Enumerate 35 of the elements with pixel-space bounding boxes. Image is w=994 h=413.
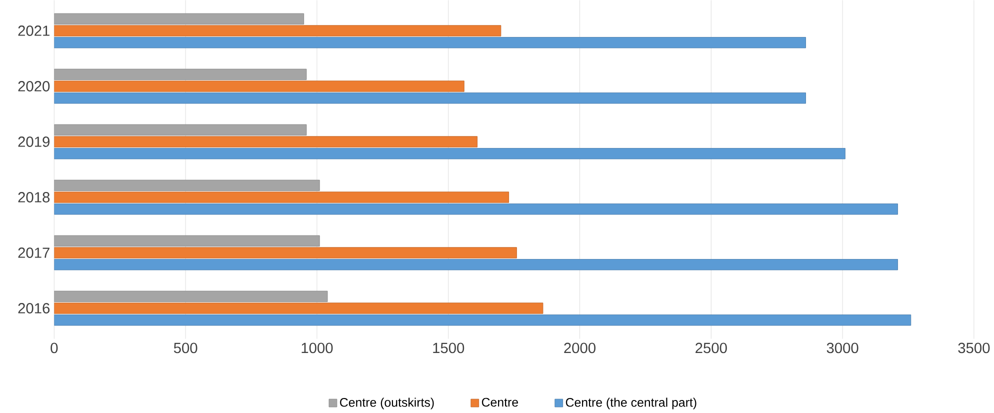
bar	[54, 68, 307, 80]
bar	[54, 25, 502, 36]
bar	[54, 148, 846, 160]
bar	[54, 259, 898, 270]
bar	[54, 124, 307, 136]
x-tick-label: 3000	[826, 342, 858, 354]
bar	[54, 235, 320, 247]
x-tick-label: 2500	[696, 342, 727, 354]
bar	[54, 92, 806, 104]
y-tick-label: 2020	[18, 81, 50, 92]
bar	[54, 290, 328, 302]
bar	[54, 37, 806, 48]
bar	[54, 192, 510, 203]
bar	[54, 302, 544, 314]
bar	[54, 314, 912, 326]
x-tick-label: 2000	[564, 342, 596, 354]
y-tick-label: 2019	[18, 136, 50, 147]
bar	[54, 180, 320, 192]
legend-label: Centre (outskirts)	[340, 398, 434, 410]
x-tick-label: 0	[50, 342, 58, 354]
x-tick-label: 1500	[433, 342, 464, 354]
legend-label: Centre (the central part)	[566, 398, 696, 410]
bar	[54, 80, 464, 92]
x-tick-label: 500	[174, 342, 198, 354]
bar	[54, 136, 478, 148]
y-tick-label: 2018	[18, 192, 50, 202]
y-tick-label: 2016	[18, 303, 50, 314]
y-tick-label: 2021	[18, 26, 50, 36]
legend-label: Centre	[482, 398, 518, 407]
x-tick-label: 1000	[302, 342, 333, 354]
bar	[54, 247, 517, 258]
y-tick-label: 2017	[18, 248, 50, 258]
x-tick-label: 3500	[958, 342, 990, 354]
bar	[54, 13, 304, 25]
bar	[54, 204, 898, 215]
